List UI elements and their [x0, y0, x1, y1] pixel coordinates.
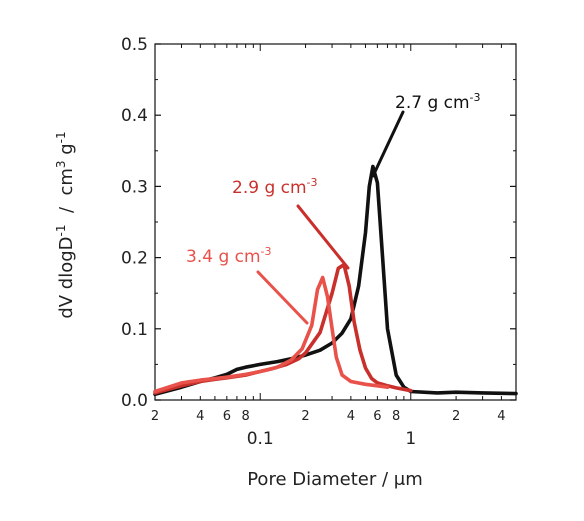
series-3-4-line [153, 275, 390, 394]
x-minor-tick-label: 2 [301, 409, 309, 424]
x-axis-title: Pore Diameter / μm [247, 469, 423, 490]
y-axis-title-sup3: 3 [54, 160, 68, 168]
annotation-label-2: 3.4 g cm-3 [186, 245, 272, 267]
y-axis-title-sup: -1 [54, 225, 68, 237]
x-minor-tick-label: 8 [392, 409, 400, 424]
annotation-text: 3.4 g cm [186, 247, 261, 267]
x-major-tick-label: 0.1 [247, 429, 274, 449]
y-axis-title-units: / cm [56, 168, 77, 224]
axes [154, 43, 517, 401]
annotation-label-1: 2.9 g cm-3 [232, 176, 318, 198]
annotation-text: 2.7 g cm [395, 93, 470, 113]
annotation-sup: -3 [307, 176, 318, 189]
y-tick-label: 0.1 [121, 320, 148, 340]
tick-labels: 0.00.10.20.30.40.52 4 6 8 2 4 6 8 2 40.1 1 [121, 35, 506, 449]
x-minor-tick-label: 6 [223, 409, 231, 424]
y-axis-title-g: g [56, 143, 77, 160]
x-major-tick-label: 1 [405, 429, 416, 449]
annotation-text: 2.9 g cm [232, 178, 307, 198]
x-minor-tick-label: 8 [241, 409, 249, 424]
series-group [153, 164, 518, 397]
y-axis-title-main: dV dlogD [56, 236, 77, 318]
x-minor-tick-label: 2 [151, 409, 159, 424]
y-tick-label: 0.5 [121, 35, 148, 55]
y-tick-label: 0.3 [121, 177, 148, 197]
annotation-leader-0 [371, 110, 405, 178]
annotation-sup: -3 [261, 245, 272, 258]
annotations: 2.7 g cm-32.9 g cm-33.4 g cm-3 [186, 91, 481, 325]
x-minor-tick-label: 6 [373, 409, 381, 424]
x-minor-tick-label: 2 [452, 409, 460, 424]
annotation-leader-1 [296, 204, 350, 270]
y-axis-title: dV dlogD-1 / cm3 g-1 [54, 131, 77, 318]
y-tick-label: 0.4 [121, 106, 148, 126]
annotation-sup: -3 [470, 91, 481, 104]
y-axis-title-sup-neg1: -1 [54, 131, 68, 143]
annotation-leader-2 [256, 270, 309, 325]
y-tick-label: 0.0 [121, 391, 148, 411]
annotation-label-0: 2.7 g cm-3 [395, 91, 481, 113]
x-minor-tick-label: 4 [196, 409, 204, 424]
x-minor-tick-label: 4 [497, 409, 505, 424]
x-minor-tick-label: 4 [347, 409, 355, 424]
y-tick-label: 0.2 [121, 249, 148, 269]
series-2-9-line [153, 262, 413, 395]
